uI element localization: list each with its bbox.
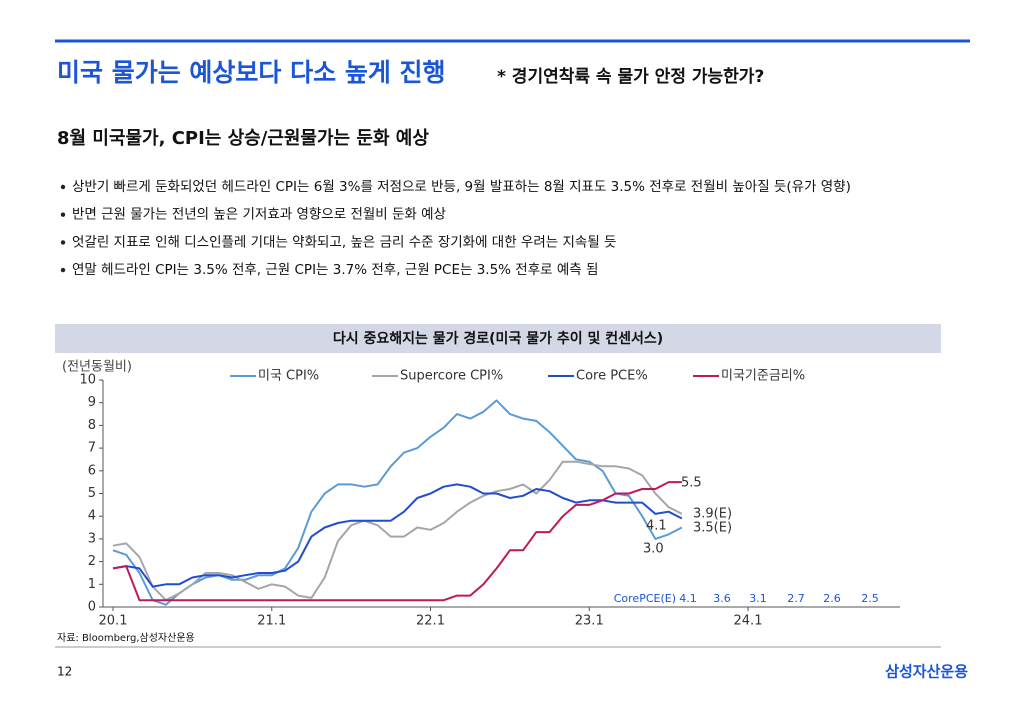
y-tick-label: 1 (88, 577, 96, 592)
chart-header (55, 324, 941, 353)
forecast-value: 3.6 (713, 592, 731, 605)
y-tick-label: 7 (88, 441, 96, 456)
section-heading: 8월 미국물가, CPI는 상승/근원물가는 둔화 예상 (57, 128, 429, 149)
y-tick-label: 4 (88, 509, 96, 524)
bullet-dot (60, 267, 66, 273)
page-number: 12 (57, 665, 72, 679)
annotation: 3.5(E) (693, 521, 732, 536)
legend-label: 미국 CPI% (258, 369, 319, 384)
legend-label: Supercore CPI% (400, 369, 503, 384)
forecast-label: CorePCE(E) (614, 592, 676, 605)
forecast-value: 2.6 (823, 592, 841, 605)
bullet-text: 반면 근원 물가는 전년의 높은 기저효과 영향으로 전월비 둔화 예상 (72, 207, 446, 223)
legend-label: 미국기준금리% (721, 369, 805, 384)
forecast-value: 3.1 (749, 592, 767, 605)
chart-title: 다시 중요해지는 물가 경로(미국 물가 추이 및 컨센서스) (333, 330, 663, 347)
bullet-dot (60, 184, 66, 190)
bullet-dot (60, 240, 66, 245)
y-tick-label: 5 (88, 486, 96, 501)
annotation: 5.5 (681, 476, 702, 491)
slide-subtitle: * 경기연착륙 속 물가 안정 가능한가? (497, 67, 764, 87)
annotation: 3.9(E) (693, 507, 732, 522)
y-tick-label: 2 (88, 554, 96, 569)
bullet-dot (60, 212, 66, 217)
x-tick-label: 24.1 (734, 614, 763, 629)
logo: 삼성자산운용 (885, 663, 968, 681)
series-line (112, 399, 683, 606)
x-tick-label: 21.1 (257, 614, 286, 629)
legend-label: Core PCE% (576, 369, 648, 384)
y-tick-label: 8 (88, 418, 96, 433)
y-tick-label: 3 (88, 531, 96, 546)
source: 자료: Bloomberg,삼성자산운용 (57, 632, 195, 644)
annotation: 4.1 (646, 519, 667, 534)
forecast-value: 4.1 (679, 592, 697, 605)
y-tick-label: 0 (88, 600, 96, 615)
x-tick-label: 23.1 (575, 614, 604, 629)
forecast-value: 2.5 (861, 592, 879, 605)
slide-title: 미국 물가는 예상보다 다소 높게 진행 (57, 58, 446, 87)
x-tick-label: 22.1 (416, 614, 445, 629)
y-tick-label: 9 (88, 395, 96, 410)
bullet-list: 상반기 빠르게 둔화되었던 헤드라인 CPI는 6월 3%를 저점으로 반등, … (60, 179, 851, 278)
annotation: 3.0 (643, 542, 664, 557)
series-line (112, 483, 683, 588)
bullet-text: 상반기 빠르게 둔화되었던 헤드라인 CPI는 6월 3%를 저점으로 반등, … (72, 179, 851, 195)
x-tick-label: 20.1 (99, 614, 128, 629)
y-tick-label: 6 (88, 463, 96, 478)
series-line (112, 481, 682, 602)
forecast-value: 2.7 (787, 592, 805, 605)
bullet-text: 연말 헤드라인 CPI는 3.5% 전후, 근원 CPI는 3.7% 전후, 근… (72, 262, 598, 278)
y-axis-label: (전년동월비) (62, 360, 132, 375)
series-line (112, 460, 683, 602)
y-tick-label: 10 (79, 373, 96, 388)
bullet-text: 엇갈린 지표로 인해 디스인플레 기대는 약화되고, 높은 금리 수준 장기화에… (72, 234, 616, 250)
